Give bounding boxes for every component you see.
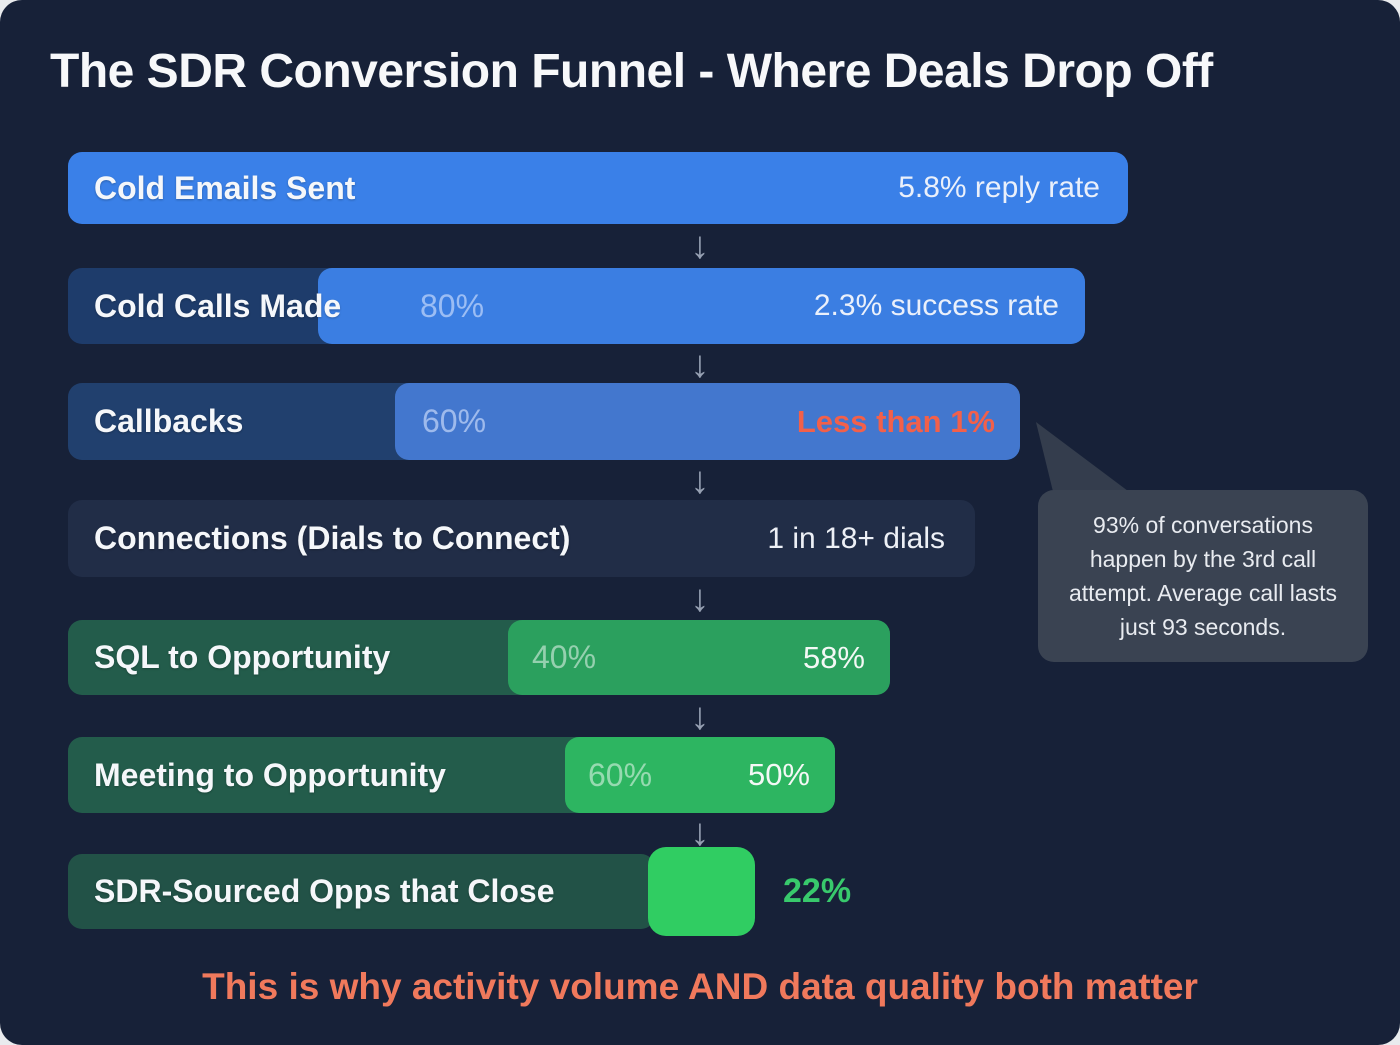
down-arrow-icon: ↓: [690, 344, 710, 386]
stage-outcome: 2.3% success rate: [813, 289, 1059, 322]
page-title: The SDR Conversion Funnel - Where Deals …: [50, 45, 1213, 98]
stage-row-callbacks: Callbacks 60% Less than 1%: [68, 383, 1020, 460]
stage-conversion-label: 60%: [422, 403, 487, 439]
stage-fill: [508, 620, 890, 695]
stage-outcome: 22%: [783, 872, 852, 910]
stage-outcome: 58%: [802, 639, 865, 675]
stage-fill: [565, 737, 835, 813]
stage-label: SDR-Sourced Opps that Close: [94, 873, 555, 909]
stage-label: SQL to Opportunity: [94, 639, 391, 675]
stage-fill: [318, 268, 1085, 344]
stage-label: Connections (Dials to Connect): [94, 520, 571, 556]
stage-fill: [395, 383, 1020, 460]
down-arrow-icon: ↓: [690, 696, 710, 738]
stage-label: Cold Emails Sent: [94, 169, 356, 206]
down-arrow-icon: ↓: [690, 225, 710, 267]
stage-outcome: 1 in 18+ dials: [767, 521, 945, 555]
stage-row-cold-emails-sent: Cold Emails Sent 5.8% reply rate: [68, 152, 1128, 224]
stage-fill: [648, 847, 755, 936]
stage-outcome-alert: Less than 1%: [796, 403, 995, 439]
stage-row-connections: Connections (Dials to Connect) 1 in 18+ …: [68, 500, 975, 577]
callout-tail: [1035, 422, 1132, 494]
stage-conversion-label: 60%: [588, 756, 653, 793]
down-arrow-icon: ↓: [690, 812, 710, 854]
stage-conversion-label: 80%: [420, 287, 485, 324]
stage-outcome: 50%: [747, 757, 810, 792]
stage-row-meeting-to-opportunity: Meeting to Opportunity 60% 50%: [68, 737, 835, 813]
footer-note: This is why activity volume AND data qua…: [202, 966, 1198, 1007]
stage-conversion-label: 40%: [532, 639, 597, 675]
stage-row-sdr-sourced-opps: SDR-Sourced Opps that Close 22%: [68, 847, 851, 936]
stage-label: Callbacks: [94, 403, 244, 439]
stage-outcome: 5.8% reply rate: [898, 171, 1100, 204]
down-arrow-icon: ↓: [690, 578, 710, 620]
down-arrow-icon: ↓: [690, 460, 710, 502]
stage-row-sql-to-opportunity: SQL to Opportunity 40% 58%: [68, 620, 890, 695]
stage-track: [68, 854, 655, 929]
callout-bubble: 93% of conversations happen by the 3rd c…: [1038, 490, 1368, 662]
stage-label: Cold Calls Made: [94, 287, 342, 324]
stage-label: Meeting to Opportunity: [94, 756, 446, 793]
stage-row-cold-calls-made: Cold Calls Made 80% 2.3% success rate: [68, 268, 1085, 344]
